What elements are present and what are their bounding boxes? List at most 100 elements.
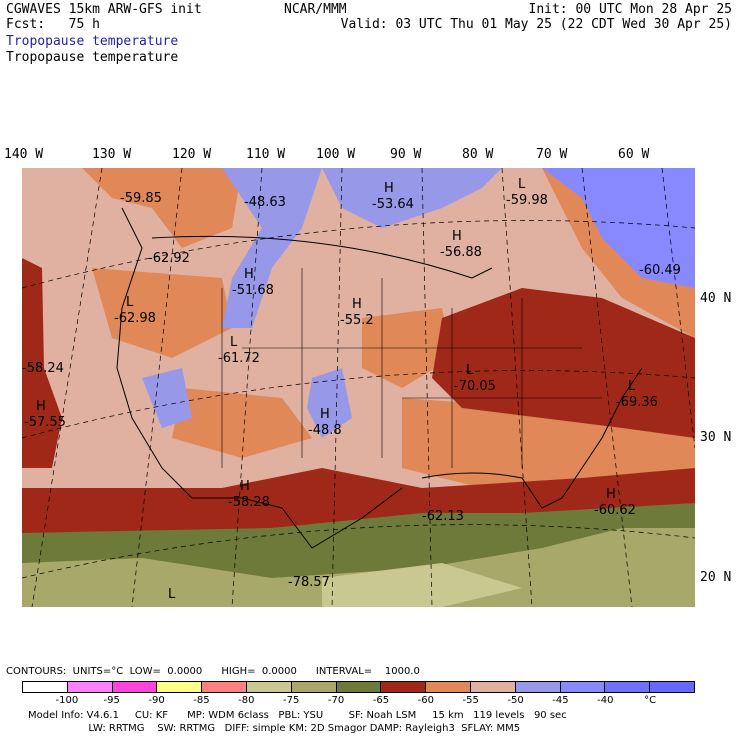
lon-label-120w: 120 W	[172, 147, 212, 162]
extrema-labels: -59.85 -48.63H-53.64L-59.98-62.92H-56.88-…	[22, 177, 681, 602]
extremum-value: -51.68	[232, 283, 274, 298]
extremum-marker: H	[36, 399, 46, 414]
gulf-east-coastline	[421, 367, 643, 509]
graticule-lon-110	[231, 168, 263, 607]
shade-red-west	[22, 258, 62, 468]
field-title-colored: Tropopause temperature	[6, 34, 179, 49]
extremum-marker: L	[628, 379, 636, 394]
shade-orange-north	[92, 268, 232, 358]
color-bar-swatch	[112, 682, 158, 692]
shade-purple-rockies	[222, 168, 322, 328]
color-bar-tick: -80	[238, 695, 255, 706]
extremum-value: -70.05	[454, 379, 496, 394]
shade-blue-northeast	[542, 168, 695, 288]
init-time: Init: 00 UTC Mon 28 Apr 25	[528, 2, 733, 17]
extremum-value: -62.92	[148, 251, 190, 266]
color-bar-swatch	[157, 682, 203, 692]
lon-label-80w: 80 W	[462, 147, 494, 162]
color-bar-swatch	[426, 682, 471, 692]
lon-label-110w: 110 W	[246, 147, 286, 162]
extremum-value: -62.98	[114, 311, 156, 326]
extremum-value: -48.8	[308, 423, 342, 438]
graticule-lon-100	[331, 168, 343, 607]
lon-label-100w: 100 W	[316, 147, 356, 162]
extremum-value: -58.28	[228, 495, 270, 510]
extremum-marker: L	[230, 335, 238, 350]
lon-label-60w: 60 W	[618, 147, 650, 162]
extremum-value: -59.98	[506, 193, 548, 208]
graticule-lon-130	[31, 168, 103, 607]
extremum-value: -62.13	[422, 509, 464, 524]
extremum-value: -53.64	[372, 197, 414, 212]
shade-orange-nw	[82, 168, 242, 248]
graticule	[22, 168, 695, 607]
mexico-border	[192, 487, 403, 549]
color-bar-swatch	[515, 682, 561, 692]
state-borders	[221, 268, 523, 468]
graticule-lon-70	[581, 168, 633, 607]
canada-border	[151, 235, 493, 279]
color-bar-swatch	[381, 682, 427, 692]
borders	[116, 207, 643, 549]
extremum-marker: H	[240, 479, 250, 494]
color-bar-tick: -55	[462, 695, 479, 706]
lat-label-30n: 30 N	[700, 430, 732, 445]
lon-label-140w: 140 W	[4, 147, 44, 162]
shade-pale-caribbean	[322, 563, 522, 607]
extremum-value: -61.72	[218, 351, 260, 366]
color-bar-swatch	[605, 682, 651, 692]
extremum-value: -59.85	[120, 191, 162, 206]
field-title: Tropopause temperature	[6, 50, 179, 65]
extremum-marker: L	[168, 587, 176, 602]
extremum-value: -48.63	[244, 195, 286, 210]
color-bar-tick: -45	[552, 695, 569, 706]
color-bar-tick: -85	[193, 695, 210, 706]
color-bar-tick: -90	[148, 695, 165, 706]
extremum-marker: L	[518, 177, 526, 192]
graticule-lon-80	[501, 168, 533, 607]
extremum-value: -78.57	[288, 575, 330, 590]
shade-khaki-south	[22, 528, 695, 607]
extremum-marker: H	[452, 229, 462, 244]
color-bar-swatch	[67, 682, 113, 692]
color-bar-swatch	[560, 682, 606, 692]
color-bar-tick: -75	[283, 695, 300, 706]
color-bar-swatch	[650, 682, 694, 692]
color-bar-tick: -65	[372, 695, 390, 706]
lat-label-20n: 20 N	[700, 570, 732, 585]
graticule-lon-120	[131, 168, 183, 607]
model-title: CGWAVES 15km ARW-GFS init	[6, 2, 202, 17]
footer-model-info: Model Info: V4.6.1 CU: KF MP: WDM 6class…	[28, 710, 567, 721]
extremum-marker: L	[126, 295, 134, 310]
color-bar-tick: -100	[55, 695, 79, 706]
color-bar-swatch	[23, 682, 68, 692]
forecast-hour: Fcst: 75 h	[6, 17, 100, 32]
extremum-marker: L	[466, 363, 474, 378]
lon-label-70w: 70 W	[536, 147, 568, 162]
color-bar-swatch	[202, 682, 247, 692]
color-bar-tick: °C	[644, 695, 657, 706]
color-bar-tick: -95	[103, 695, 120, 706]
shade-purple-plains	[307, 368, 352, 438]
shade-darkred-east	[432, 288, 695, 438]
west-coastline	[116, 207, 193, 499]
extremum-value: -56.88	[440, 245, 482, 260]
shade-purple-north	[322, 168, 502, 228]
center-label: NCAR/MMM	[284, 2, 347, 17]
extremum-marker: H	[244, 267, 254, 282]
graticule-lon-90	[421, 168, 433, 607]
extremum-marker: H	[320, 407, 330, 422]
extremum-marker: H	[606, 487, 616, 502]
extremum-value: -57.55	[24, 415, 66, 430]
lon-label-90w: 90 W	[390, 147, 422, 162]
extremum-value: -69.36	[616, 395, 658, 410]
valid-time: Valid: 03 UTC Thu 01 May 25 (22 CDT Wed …	[340, 17, 732, 32]
extremum-value: -55.2	[340, 313, 374, 328]
color-bar-tick: -50	[507, 695, 524, 706]
contours-info: CONTOURS: UNITS=°C LOW= 0.0000 HIGH= 0.0…	[6, 666, 420, 677]
color-bar-tick: -60	[417, 695, 434, 706]
color-bar-tick: -70	[327, 695, 345, 706]
color-bar-swatch	[291, 682, 337, 692]
color-bar-swatch	[336, 682, 382, 692]
lat-label-40n: 40 N	[700, 291, 732, 306]
